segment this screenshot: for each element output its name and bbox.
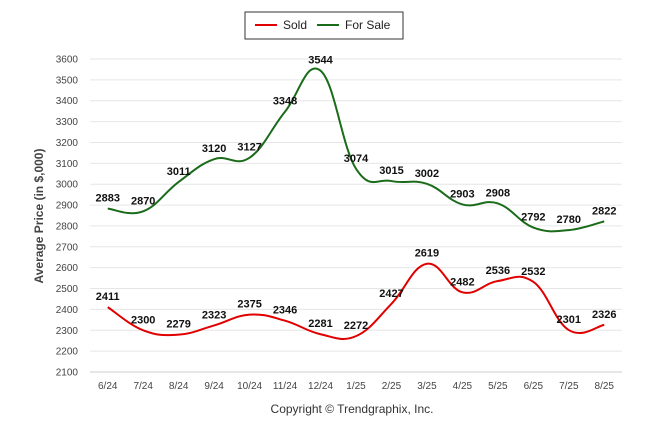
- data-label-for-sale: 3348: [273, 96, 297, 108]
- data-label-for-sale: 3120: [202, 143, 226, 155]
- x-tick-label: 10/24: [237, 381, 262, 392]
- x-tick-label: 7/25: [559, 381, 579, 392]
- x-tick-label: 3/25: [417, 381, 437, 392]
- data-label-sold: 2300: [131, 314, 155, 326]
- data-label-sold: 2346: [273, 305, 297, 317]
- series-lines: [107, 67, 605, 341]
- data-label-sold: 2301: [557, 314, 581, 326]
- y-tick-label: 3100: [56, 159, 79, 170]
- data-label-for-sale: 2883: [95, 193, 119, 205]
- copyright-text: Copyright © Trendgraphix, Inc.: [271, 402, 434, 416]
- y-tick-label: 2200: [56, 347, 79, 358]
- gridlines: [90, 58, 622, 373]
- x-tick-label: 4/25: [453, 381, 473, 392]
- y-tick-label: 2700: [56, 242, 79, 253]
- y-tick-label: 2900: [56, 201, 79, 212]
- y-axis-title: Average Price (in $,000): [32, 149, 46, 284]
- y-tick-label: 2300: [56, 326, 79, 337]
- data-label-for-sale: 2903: [450, 188, 474, 200]
- x-tick-label: 12/24: [308, 381, 333, 392]
- y-tick-label: 3400: [56, 96, 79, 107]
- y-tick-label: 3000: [56, 180, 79, 191]
- data-label-sold: 2411: [96, 291, 120, 303]
- x-tick-label: 9/24: [204, 381, 224, 392]
- data-label-for-sale: 3544: [308, 55, 333, 67]
- data-label-sold: 2482: [450, 276, 474, 288]
- legend-label-sold: Sold: [283, 18, 307, 32]
- data-label-for-sale: 2908: [486, 187, 510, 199]
- data-label-sold: 2375: [237, 299, 261, 311]
- x-axis-ticks: 6/24 7/24 8/24 9/24 10/24 11/24 12/24 1/25 2/25 3…: [98, 381, 614, 392]
- data-label-for-sale: 2822: [592, 205, 616, 217]
- data-label-for-sale: 3127: [237, 142, 261, 154]
- x-tick-label: 1/25: [346, 381, 366, 392]
- y-tick-label: 2500: [56, 284, 79, 295]
- data-label-sold: 2532: [521, 266, 545, 278]
- data-label-for-sale: 2780: [557, 214, 581, 226]
- data-label-for-sale: 2870: [131, 195, 155, 207]
- y-tick-label: 3200: [56, 138, 79, 149]
- legend-label-for-sale: For Sale: [345, 18, 391, 32]
- y-tick-label: 3500: [56, 75, 79, 86]
- data-label-sold: 2279: [166, 319, 190, 331]
- series-line-for-sale: [107, 67, 605, 233]
- data-label-sold: 2536: [486, 265, 510, 277]
- data-label-sold: 2427: [379, 288, 403, 300]
- data-labels: 2411 2300 2279 2323 2375 2346 2281 2272 2427 2619…: [95, 55, 616, 332]
- x-tick-label: 7/24: [133, 381, 153, 392]
- data-label-for-sale: 2792: [521, 212, 545, 224]
- x-tick-label: 5/25: [488, 381, 508, 392]
- data-label-for-sale: 3074: [344, 153, 369, 165]
- x-tick-label: 8/24: [169, 381, 189, 392]
- data-label-sold: 2323: [202, 309, 226, 321]
- x-tick-label: 8/25: [595, 381, 615, 392]
- x-tick-label: 11/24: [273, 381, 298, 392]
- data-label-sold: 2281: [308, 318, 332, 330]
- series-line-sold: [107, 262, 605, 341]
- y-tick-label: 2600: [56, 263, 79, 274]
- data-label-for-sale: 3015: [379, 165, 403, 177]
- legend: Sold For Sale: [244, 11, 404, 40]
- y-tick-label: 2800: [56, 221, 79, 232]
- data-label-sold: 2326: [592, 309, 616, 321]
- data-label-for-sale: 3011: [167, 166, 191, 178]
- x-tick-label: 6/25: [524, 381, 544, 392]
- x-tick-label: 6/24: [98, 381, 118, 392]
- y-tick-label: 2100: [56, 368, 79, 379]
- y-tick-label: 2400: [56, 305, 79, 316]
- y-tick-label: 3300: [56, 117, 79, 128]
- x-tick-label: 2/25: [382, 381, 402, 392]
- y-tick-label: 3600: [56, 55, 79, 66]
- data-label-sold: 2619: [415, 248, 439, 260]
- y-axis-ticks: 2100 2200 2300 2400 2500 2600 2700 2800 2900 3000…: [56, 55, 79, 379]
- data-label-sold: 2272: [344, 320, 368, 332]
- data-label-for-sale: 3002: [415, 168, 439, 180]
